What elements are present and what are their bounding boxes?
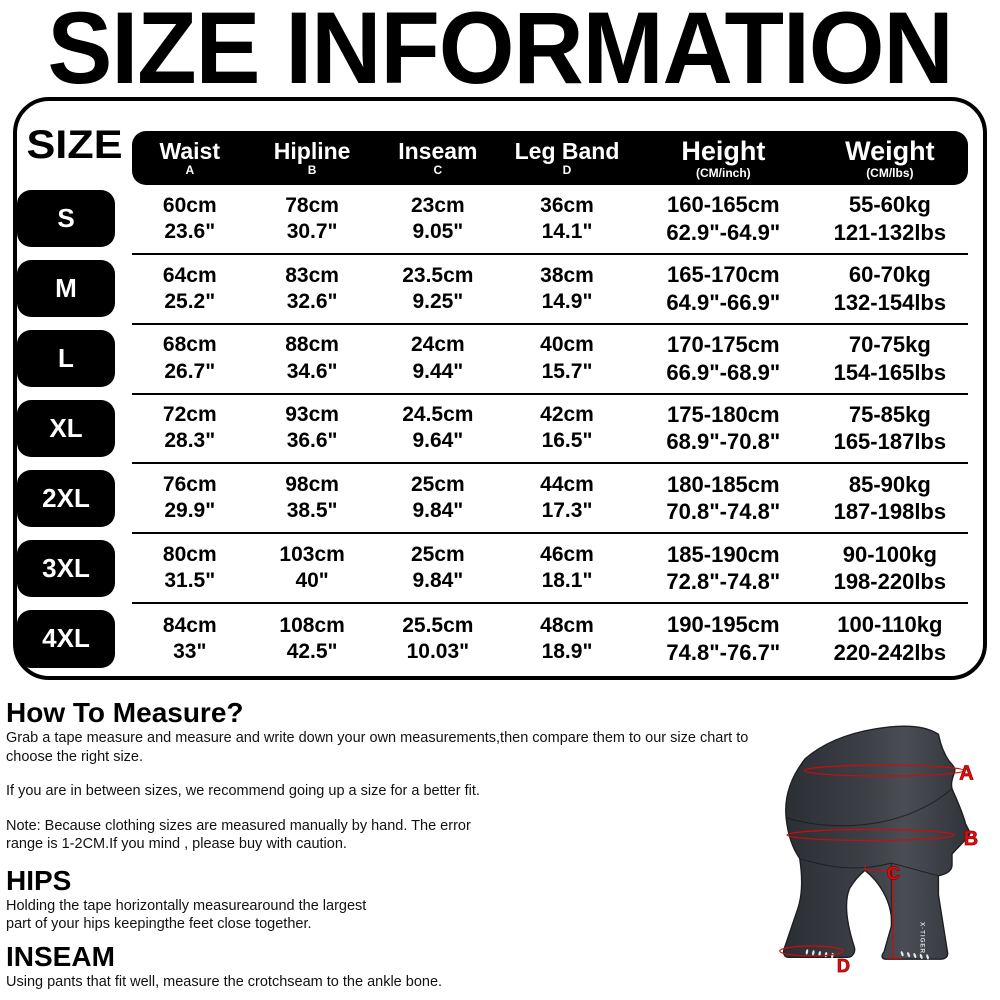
svg-text:C: C — [887, 863, 900, 883]
svg-text:A: A — [959, 763, 973, 785]
svg-text:B: B — [964, 828, 978, 850]
svg-text:X·TIGER: X·TIGER — [918, 922, 925, 954]
svg-text:D: D — [837, 956, 850, 976]
